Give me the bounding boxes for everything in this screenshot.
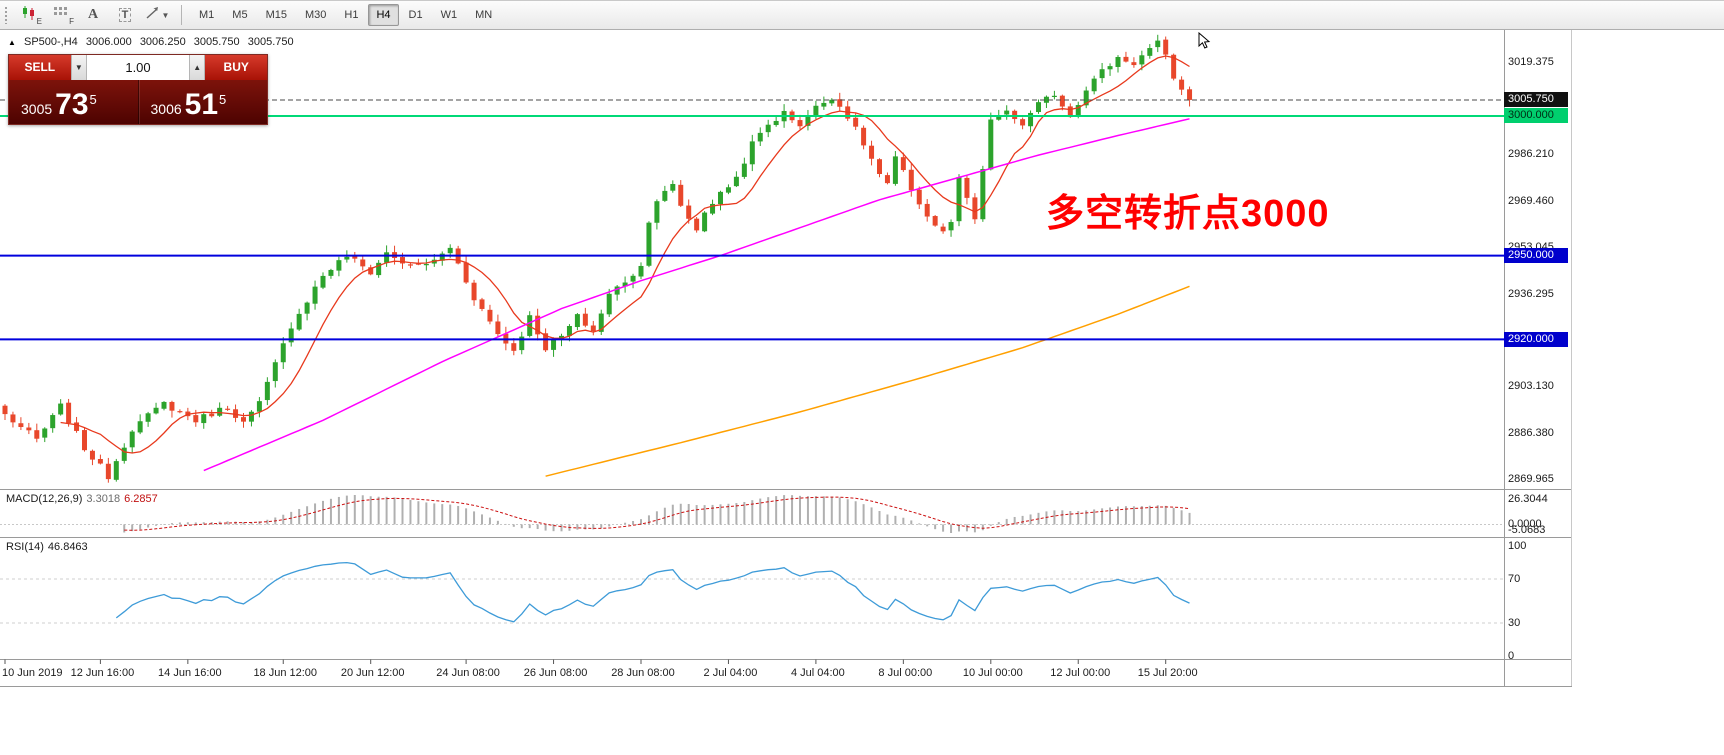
- time-axis-label: 24 Jun 08:00: [436, 667, 500, 679]
- price-axis-label: 2936.295: [1508, 287, 1554, 300]
- time-axis-label: 8 Jul 00:00: [878, 667, 933, 679]
- price-axis-label: 2886.380: [1508, 427, 1554, 440]
- time-axis-label: 12 Jul 00:00: [1050, 667, 1111, 679]
- tool-grid-button[interactable]: F: [46, 3, 76, 27]
- macd-axis-min: -5.0683: [1508, 524, 1546, 536]
- timeframe-h1-button[interactable]: H1: [344, 9, 359, 21]
- rsi-label: RSI(14) 46.8463: [6, 541, 88, 553]
- tool-text-label-button[interactable]: A: [78, 3, 108, 27]
- mouse-cursor-icon: [1198, 32, 1211, 49]
- rsi-line: [115, 561, 1190, 623]
- price-axis-label: 2869.965: [1508, 473, 1554, 486]
- timeframe-w1-button[interactable]: W1: [440, 9, 458, 21]
- price-axis-label: 2903.130: [1508, 380, 1554, 393]
- timeframe-h4-button[interactable]: H4: [368, 4, 399, 26]
- ohlc-close: 3005.750: [247, 36, 294, 48]
- timeframe-m15-button[interactable]: M15: [265, 9, 287, 21]
- chart-objects-icon: [20, 5, 38, 26]
- draw-tools-icon: [145, 6, 160, 25]
- macd-histogram: [123, 495, 1191, 533]
- volume-decrease-button[interactable]: ▼: [70, 55, 87, 80]
- time-axis-label: 18 Jun 12:00: [253, 667, 318, 679]
- volume-input[interactable]: [87, 55, 189, 80]
- tool-text-box-button[interactable]: T: [110, 3, 140, 27]
- rsi-axis-70: 70: [1508, 573, 1521, 585]
- chart-canvas[interactable]: [0, 0, 1724, 725]
- timeframe-mn-button[interactable]: MN: [475, 9, 493, 21]
- timeframe-m1-button[interactable]: M1: [199, 9, 215, 21]
- price-axis-label: 2986.210: [1508, 148, 1554, 161]
- time-axis-label: 12 Jun 16:00: [70, 667, 135, 679]
- rsi-axis-0: 0: [1508, 650, 1515, 662]
- price-tag-2950: 2950.000: [1504, 248, 1568, 264]
- time-axis-label: 10 Jun 2019: [2, 667, 63, 679]
- time-axis-label: 10 Jul 00:00: [962, 667, 1023, 679]
- chart-annotation-text: 多空转折点3000: [1046, 193, 1330, 235]
- time-axis-label: 15 Jul 20:00: [1137, 667, 1198, 679]
- timeframe-group: M1 M5 M15 M30 H1 H4 D1 W1 MN: [190, 4, 501, 26]
- timeframe-d1-button[interactable]: D1: [408, 9, 423, 21]
- price-divider: [137, 80, 139, 124]
- macd-axis-zero: 0.0000: [1508, 518, 1542, 531]
- dropdown-arrow-icon: ▼: [161, 10, 170, 20]
- time-axis-label: 28 Jun 08:00: [611, 667, 675, 679]
- price-axis-label: 2969.460: [1508, 195, 1554, 208]
- symbol-period-label: SP500-,H4: [23, 36, 78, 48]
- macd-axis-max: 26.3044: [1508, 493, 1548, 505]
- time-axis-label: 2 Jul 04:00: [703, 667, 758, 679]
- text-box-icon: T: [118, 8, 132, 22]
- ohlc-open: 3006.000: [85, 36, 132, 48]
- timeframe-m5-button[interactable]: M5: [232, 9, 248, 21]
- tool-chart-objects-button[interactable]: E: [14, 3, 44, 27]
- chart-window[interactable]: ▲ SP500-,H4 3006.000 3006.250 3005.750 3…: [0, 30, 1724, 755]
- chevron-up-icon: ▲: [193, 63, 202, 72]
- tool-draw-tools-button[interactable]: ▼: [142, 3, 172, 27]
- time-axis-label: 20 Jun 12:00: [340, 667, 405, 679]
- text-label-icon: A: [87, 7, 99, 22]
- time-axis-label: 14 Jun 16:00: [158, 667, 222, 679]
- buy-price-display[interactable]: 3006 51 5: [150, 88, 227, 121]
- macd-signal-line: [124, 496, 1190, 531]
- sell-button[interactable]: SELL: [9, 55, 71, 80]
- collapse-trade-panel-icon[interactable]: ▲: [8, 38, 16, 47]
- time-axis-label: 26 Jun 08:00: [523, 667, 588, 679]
- macd-label: MACD(12,26,9) 3.3018 6.2857: [6, 493, 158, 505]
- ma-mid-line: [203, 118, 1190, 472]
- ohlc-high: 3006.250: [139, 36, 186, 48]
- grid-icon: [53, 6, 69, 25]
- rsi-axis-30: 30: [1508, 617, 1521, 629]
- chart-ohlc-header: ▲ SP500-,H4 3006.000 3006.250 3005.750 3…: [8, 36, 299, 48]
- toolbar: E F A T ▼ M1 M5 M15 M30 H1 H4 D1 W1 MN: [0, 0, 1724, 30]
- price-axis-label: 3019.375: [1508, 55, 1554, 68]
- price-tag-3005.75: 3005.750: [1504, 92, 1568, 108]
- rsi-axis-100: 100: [1508, 540, 1527, 552]
- volume-increase-button[interactable]: ▲: [189, 55, 206, 80]
- ma-fast-line: [60, 55, 1190, 454]
- price-tag-2920: 2920.000: [1504, 331, 1568, 347]
- price-tag-3000: 3000.000: [1504, 108, 1568, 124]
- chevron-down-icon: ▼: [74, 63, 83, 72]
- buy-button[interactable]: BUY: [205, 55, 267, 80]
- ma-slow-line: [545, 285, 1190, 477]
- toolbar-grip[interactable]: [4, 6, 9, 24]
- ohlc-low: 3005.750: [193, 36, 240, 48]
- timeframe-m30-button[interactable]: M30: [304, 9, 327, 21]
- drawing-tools-group: E F A T ▼: [13, 3, 173, 27]
- sell-price-display[interactable]: 3005 73 5: [21, 88, 97, 121]
- toolbar-separator: [181, 5, 182, 25]
- time-axis-label: 4 Jul 04:00: [790, 667, 845, 679]
